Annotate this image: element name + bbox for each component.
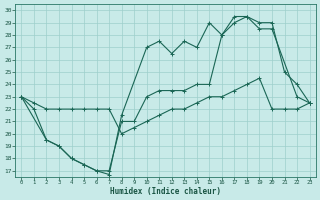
X-axis label: Humidex (Indice chaleur): Humidex (Indice chaleur) [110, 187, 221, 196]
